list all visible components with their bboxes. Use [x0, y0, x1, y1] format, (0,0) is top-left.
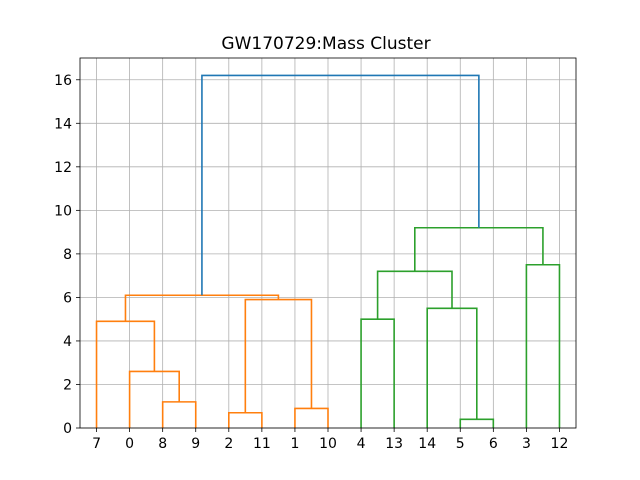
dendrogram-link: [95, 320, 156, 428]
y-tick-label: 8: [63, 247, 72, 263]
leaf-label: 10: [319, 436, 337, 452]
leaf-label: 9: [191, 436, 200, 452]
chart-title: GW170729:Mass Cluster: [221, 34, 430, 54]
dendrogram-link: [525, 263, 561, 428]
y-tick-label: 6: [63, 290, 72, 306]
leaf-label: 1: [290, 436, 299, 452]
x-axis: 7 0 8 9 2 11 1 10 4 13 14 5 6 3 12: [92, 428, 568, 452]
y-tick-label: 12: [54, 160, 72, 176]
dendrogram-link: [294, 407, 329, 428]
y-tick-label: 2: [63, 377, 72, 393]
dendrogram-link: [161, 401, 197, 428]
leaf-label: 3: [522, 436, 531, 452]
dendrogram-link: [244, 298, 313, 413]
leaf-label: 2: [224, 436, 233, 452]
leaf-label: 4: [357, 436, 366, 452]
dendrogram-link: [228, 411, 263, 428]
leaf-label: 11: [253, 436, 271, 452]
leaf-label: 7: [92, 436, 101, 452]
y-tick-label: 0: [63, 421, 72, 437]
y-tick-label: 16: [54, 73, 72, 89]
leaf-label: 14: [418, 436, 436, 452]
y-tick-label: 4: [63, 334, 72, 350]
y-axis: 0 2 4 6 8 10 12 14 16: [54, 73, 80, 437]
dendrogram-link: [459, 418, 495, 428]
leaf-label: 5: [456, 436, 465, 452]
leaf-label: 8: [158, 436, 167, 452]
dendrogram-link: [376, 270, 453, 320]
dendrogram-link: [128, 370, 180, 428]
y-tick-label: 10: [54, 203, 72, 219]
leaf-label: 6: [489, 436, 498, 452]
dendrogram-link: [201, 74, 480, 296]
dendrogram-links: [95, 74, 561, 428]
dendrogram-link: [413, 226, 544, 272]
leaf-label: 12: [551, 436, 569, 452]
leaf-label: 0: [125, 436, 134, 452]
grid: [80, 58, 576, 429]
y-tick-label: 14: [54, 116, 72, 132]
leaf-label: 13: [385, 436, 403, 452]
dendrogram-link: [360, 318, 395, 428]
dendrogram-link: [426, 307, 478, 428]
